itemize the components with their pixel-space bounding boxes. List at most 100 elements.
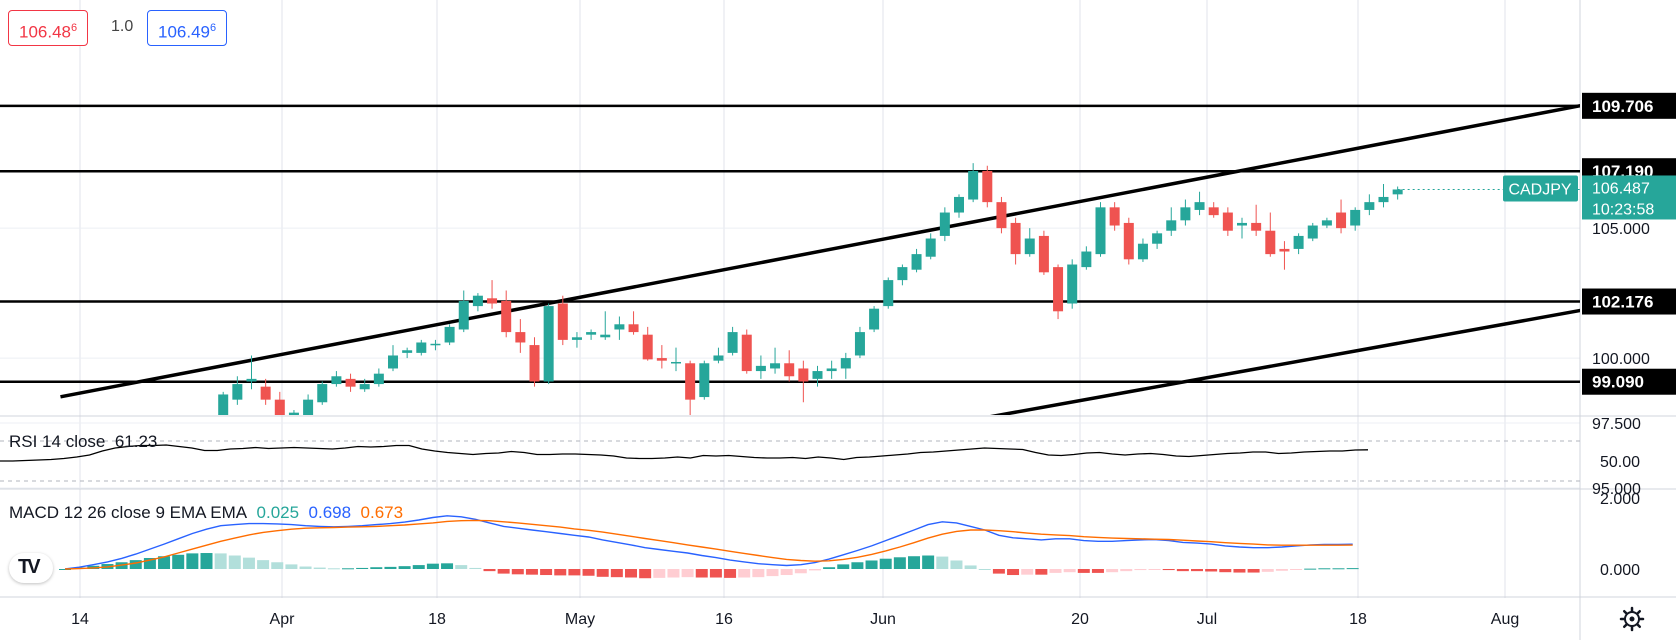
macd-histogram-bar: [610, 569, 623, 578]
candle-body: [1109, 207, 1120, 226]
macd-legend[interactable]: MACD 12 26 close 9 EMA EMA 0.025 0.698 0…: [9, 503, 403, 523]
macd-histogram-bar: [511, 569, 524, 575]
candle-body: [1010, 222, 1021, 255]
tradingview-logo[interactable]: TV: [9, 553, 53, 583]
candle-body: [1307, 225, 1318, 239]
candle: [840, 352, 851, 379]
candle-body: [1067, 264, 1078, 304]
macd-histogram-bar: [639, 569, 652, 579]
candle: [1336, 199, 1347, 234]
macd-histogram-bar: [1063, 569, 1076, 573]
rsi-label: RSI 14 close: [9, 432, 106, 451]
macd-histogram-bar: [554, 569, 567, 576]
rsi-legend[interactable]: RSI 14 close 61.23: [9, 432, 157, 452]
macd-histogram-bar: [908, 556, 920, 569]
macd-histogram-bar: [327, 568, 340, 570]
candle-body: [628, 324, 639, 333]
gear-icon[interactable]: [1619, 606, 1645, 632]
macd-histogram-bar: [893, 557, 906, 569]
candle-body: [1180, 207, 1191, 221]
macd-histogram-value: 0.025: [256, 503, 300, 522]
macd-histogram-bar: [695, 569, 708, 578]
macd-pane: [59, 515, 1359, 579]
candle: [1364, 194, 1375, 216]
candle: [812, 365, 823, 387]
candle: [854, 326, 865, 359]
last-price-tag: [1582, 175, 1676, 220]
time-axis-label: May: [565, 611, 595, 628]
macd-histogram-bar: [1049, 569, 1062, 573]
candle: [430, 339, 441, 351]
candle: [784, 350, 795, 382]
macd-histogram-bar: [992, 569, 1005, 574]
symbol-badge: [1503, 175, 1578, 202]
candle-body: [359, 384, 370, 390]
candle: [982, 165, 993, 208]
candle-body: [1137, 243, 1148, 260]
spread-value: 1.0: [111, 18, 134, 35]
price-scale-tick: 100.000: [1592, 351, 1650, 368]
macd-histogram-bar: [299, 566, 312, 569]
candle-body: [176, 439, 186, 462]
bid-price-box[interactable]: 106.486: [8, 10, 89, 46]
candle-body: [1208, 207, 1219, 216]
candle-body: [784, 363, 795, 377]
candle: [218, 391, 229, 415]
candle: [246, 355, 257, 390]
macd-histogram-bar: [398, 566, 411, 569]
candle: [954, 194, 964, 218]
candle: [1378, 183, 1389, 208]
candle-body: [147, 478, 157, 486]
candle: [1152, 230, 1163, 249]
candle-body: [713, 355, 724, 361]
macd-histogram-bar: [1247, 569, 1260, 573]
candle: [656, 345, 667, 369]
macd-histogram-bar: [625, 569, 637, 578]
candle-body: [1378, 196, 1389, 203]
candle-body: [232, 384, 243, 400]
macd-signal-line: [64, 519, 1353, 570]
candle: [1194, 191, 1205, 216]
candle-body: [826, 368, 837, 372]
candle: [1081, 246, 1092, 270]
candle-body: [1251, 222, 1262, 231]
candle-body: [1392, 189, 1403, 195]
candle: [883, 277, 894, 309]
candle: [416, 339, 427, 356]
time-axis-label: 16: [715, 611, 733, 628]
macd-histogram-bar: [370, 567, 383, 569]
macd-histogram-bar: [525, 569, 538, 575]
candle-body: [741, 334, 752, 372]
candle-body: [430, 343, 441, 346]
candle-body: [770, 363, 781, 369]
candle: [1251, 204, 1262, 236]
macd-scale-tick: 2.000: [1600, 491, 1640, 508]
macd-histogram-bar: [582, 569, 595, 576]
candle-body: [1293, 235, 1304, 249]
candle: [472, 293, 483, 312]
candle-body: [699, 363, 710, 398]
macd-scale-tick: 0.000: [1600, 562, 1640, 579]
candle: [600, 311, 611, 340]
ask-price-box[interactable]: 106.496: [147, 10, 228, 46]
macd-histogram-bar: [936, 556, 949, 569]
macd-histogram-bar: [469, 567, 482, 569]
time-axis-label: 18: [428, 611, 446, 628]
candle-body: [798, 368, 809, 382]
candle-body: [487, 298, 498, 304]
candle-body: [600, 334, 611, 338]
channel-lower-line: [990, 308, 1580, 415]
bid-price-fraction: 6: [71, 22, 78, 34]
macd-histogram-bar: [1318, 568, 1331, 570]
macd-histogram-bar: [200, 553, 213, 569]
macd-histogram-bar: [214, 553, 227, 569]
level-price-label: 109.706: [1592, 97, 1653, 116]
candle: [1293, 233, 1304, 255]
candle: [162, 465, 172, 481]
candle-body: [869, 308, 880, 330]
macd-histogram-bar: [667, 569, 680, 578]
candle: [798, 360, 809, 403]
candle-body: [1095, 207, 1106, 255]
macd-histogram-bar: [186, 553, 199, 569]
